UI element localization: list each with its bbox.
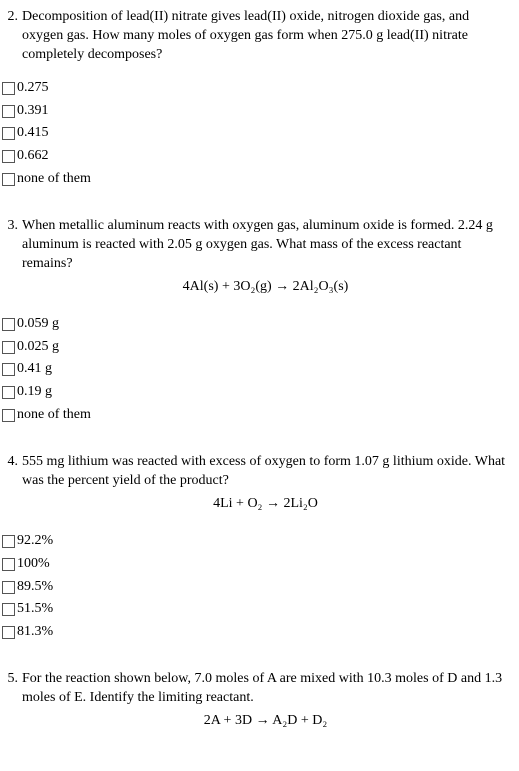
option-label: none of them <box>17 406 91 425</box>
checkbox-icon[interactable] <box>2 558 15 571</box>
question-number: 3. <box>0 217 22 236</box>
question-text-wrap: Decomposition of lead(II) nitrate gives … <box>22 8 509 65</box>
question-4: 4.555 mg lithium was reacted with excess… <box>0 453 509 642</box>
option[interactable]: 0.059 g <box>2 315 509 334</box>
option[interactable]: none of them <box>2 406 509 425</box>
question-row: 2.Decomposition of lead(II) nitrate give… <box>0 8 509 65</box>
checkbox-icon[interactable] <box>2 363 15 376</box>
option[interactable]: 89.5% <box>2 578 509 597</box>
option[interactable]: 0.415 <box>2 124 509 143</box>
question-text-wrap: For the reaction shown below, 7.0 moles … <box>22 670 509 735</box>
option-label: 0.19 g <box>17 383 52 402</box>
option[interactable]: 81.3% <box>2 623 509 642</box>
option-label: 0.025 g <box>17 338 59 357</box>
option-label: 51.5% <box>17 600 53 619</box>
option[interactable]: none of them <box>2 170 509 189</box>
checkbox-icon[interactable] <box>2 409 15 422</box>
options-list: 0.059 g 0.025 g 0.41 g 0.19 g none of them <box>2 315 509 425</box>
question-text: 555 mg lithium was reacted with excess o… <box>22 453 509 491</box>
option[interactable]: 0.662 <box>2 147 509 166</box>
option-label: 81.3% <box>17 623 53 642</box>
option[interactable]: 100% <box>2 555 509 574</box>
checkbox-icon[interactable] <box>2 535 15 548</box>
checkbox-icon[interactable] <box>2 105 15 118</box>
checkbox-icon[interactable] <box>2 386 15 399</box>
option[interactable]: 51.5% <box>2 600 509 619</box>
option-label: 0.059 g <box>17 315 59 334</box>
option[interactable]: 0.391 <box>2 102 509 121</box>
checkbox-icon[interactable] <box>2 318 15 331</box>
option[interactable]: 0.275 <box>2 79 509 98</box>
question-text: Decomposition of lead(II) nitrate gives … <box>22 8 509 65</box>
checkbox-icon[interactable] <box>2 127 15 140</box>
option[interactable]: 92.2% <box>2 532 509 551</box>
question-number: 2. <box>0 8 22 27</box>
question-equation: 2A + 3D → A₂D + D₂ <box>22 712 509 731</box>
question-number: 4. <box>0 453 22 472</box>
option[interactable]: 0.41 g <box>2 360 509 379</box>
checkbox-icon[interactable] <box>2 173 15 186</box>
checkbox-icon[interactable] <box>2 82 15 95</box>
question-text: When metallic aluminum reacts with oxyge… <box>22 217 509 274</box>
question-row: 3.When metallic aluminum reacts with oxy… <box>0 217 509 301</box>
question-text: For the reaction shown below, 7.0 moles … <box>22 670 509 708</box>
option-label: 0.662 <box>17 147 49 166</box>
question-equation: 4Al(s) + 3O₂(g) → 2Al₂O₃(s) <box>22 278 509 297</box>
option-label: 0.391 <box>17 102 49 121</box>
option-label: 0.41 g <box>17 360 52 379</box>
question-2: 2.Decomposition of lead(II) nitrate give… <box>0 8 509 189</box>
question-row: 5.For the reaction shown below, 7.0 mole… <box>0 670 509 735</box>
checkbox-icon[interactable] <box>2 626 15 639</box>
question-3: 3.When metallic aluminum reacts with oxy… <box>0 217 509 425</box>
option[interactable]: 0.025 g <box>2 338 509 357</box>
option-label: 100% <box>17 555 50 574</box>
option[interactable]: 0.19 g <box>2 383 509 402</box>
checkbox-icon[interactable] <box>2 341 15 354</box>
options-list: 0.275 0.391 0.415 0.662 none of them <box>2 79 509 189</box>
option-label: 0.275 <box>17 79 49 98</box>
option-label: 89.5% <box>17 578 53 597</box>
question-equation: 4Li + O₂ → 2Li₂O <box>22 495 509 514</box>
checkbox-icon[interactable] <box>2 581 15 594</box>
option-label: none of them <box>17 170 91 189</box>
question-5: 5.For the reaction shown below, 7.0 mole… <box>0 670 509 735</box>
question-number: 5. <box>0 670 22 689</box>
question-row: 4.555 mg lithium was reacted with excess… <box>0 453 509 518</box>
question-text-wrap: 555 mg lithium was reacted with excess o… <box>22 453 509 518</box>
checkbox-icon[interactable] <box>2 150 15 163</box>
options-list: 92.2% 100% 89.5% 51.5% 81.3% <box>2 532 509 642</box>
option-label: 0.415 <box>17 124 49 143</box>
option-label: 92.2% <box>17 532 53 551</box>
checkbox-icon[interactable] <box>2 603 15 616</box>
question-text-wrap: When metallic aluminum reacts with oxyge… <box>22 217 509 301</box>
